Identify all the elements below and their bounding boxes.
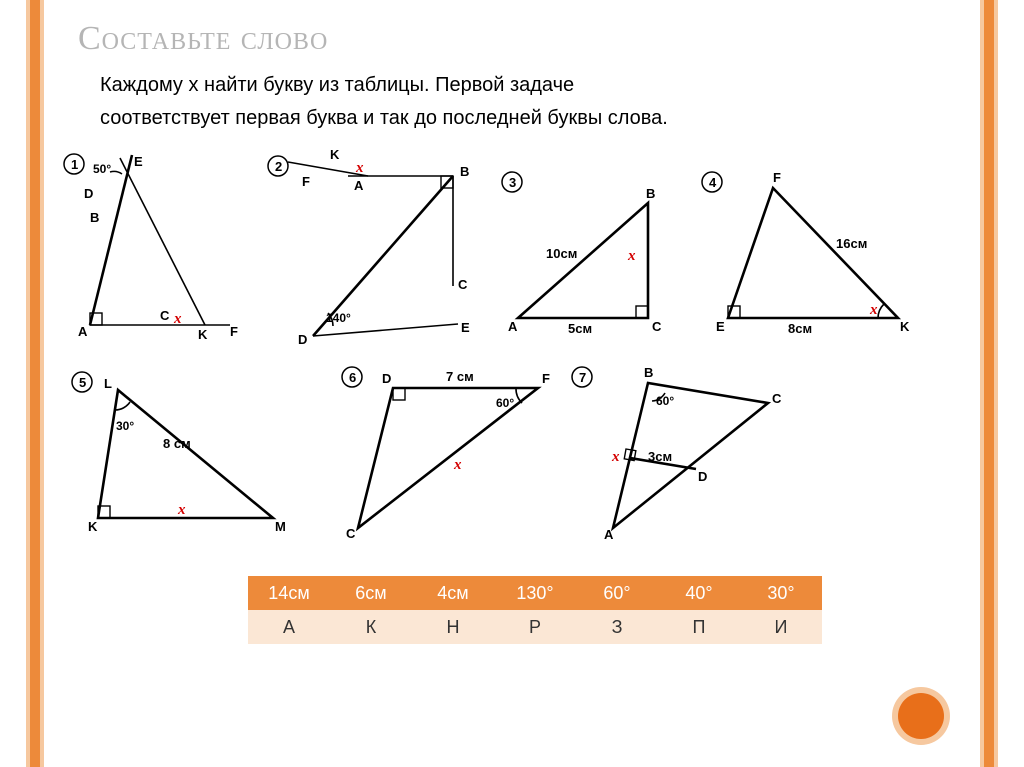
problem-3: 3 A B C 10см 5см x: [498, 168, 698, 338]
diagrams-area: 1 A K F C E D B 50° x: [78, 138, 946, 558]
svg-text:C: C: [652, 319, 662, 334]
svg-text:L: L: [104, 376, 112, 391]
svg-text:16см: 16см: [836, 236, 867, 251]
svg-text:7 см: 7 см: [446, 369, 474, 384]
svg-text:C: C: [458, 277, 468, 292]
answer-table: 14см 6см 4см 130° 60° 40° 30° А К Н Р З …: [248, 576, 822, 644]
svg-text:D: D: [84, 186, 93, 201]
answer-header: 14см: [248, 576, 330, 610]
svg-text:K: K: [900, 319, 910, 334]
problem-6: 6 D F C 7 см 60° x: [338, 363, 568, 543]
svg-text:60°: 60°: [656, 394, 674, 408]
svg-text:B: B: [460, 164, 469, 179]
svg-text:3см: 3см: [648, 449, 672, 464]
svg-text:x: x: [869, 302, 878, 318]
answer-letter: Н: [412, 610, 494, 644]
answer-letter: З: [576, 610, 658, 644]
instruction-line-2: соответствует первая буква и так до посл…: [100, 105, 946, 132]
problem-1: 1 A K F C E D B 50° x: [60, 150, 260, 340]
answer-letter: Р: [494, 610, 576, 644]
svg-text:30°: 30°: [116, 419, 134, 433]
answer-letter: А: [248, 610, 330, 644]
svg-text:140°: 140°: [326, 311, 351, 325]
svg-text:5: 5: [79, 375, 86, 390]
answer-letter: И: [740, 610, 822, 644]
svg-text:8см: 8см: [788, 321, 812, 336]
svg-text:E: E: [134, 154, 143, 169]
svg-text:E: E: [716, 319, 725, 334]
svg-text:K: K: [330, 147, 340, 162]
svg-text:5см: 5см: [568, 321, 592, 336]
answer-header: 30°: [740, 576, 822, 610]
answer-header: 6см: [330, 576, 412, 610]
svg-text:C: C: [772, 391, 782, 406]
answer-header: 4см: [412, 576, 494, 610]
svg-text:x: x: [453, 457, 462, 473]
svg-text:F: F: [302, 174, 310, 189]
svg-text:C: C: [346, 526, 356, 541]
svg-text:3: 3: [509, 175, 516, 190]
svg-text:F: F: [542, 371, 550, 386]
svg-text:K: K: [198, 327, 208, 340]
svg-text:4: 4: [709, 175, 717, 190]
answer-header: 40°: [658, 576, 740, 610]
svg-text:E: E: [461, 320, 470, 335]
svg-text:A: A: [78, 324, 88, 339]
svg-text:A: A: [604, 527, 614, 542]
svg-text:2: 2: [275, 159, 282, 174]
svg-text:x: x: [627, 248, 636, 264]
svg-text:x: x: [355, 160, 364, 176]
svg-text:D: D: [698, 469, 707, 484]
svg-text:C: C: [160, 308, 170, 323]
svg-text:B: B: [644, 365, 653, 380]
answer-letter: П: [658, 610, 740, 644]
svg-text:K: K: [88, 519, 98, 534]
answer-table-headers: 14см 6см 4см 130° 60° 40° 30°: [248, 576, 822, 610]
svg-text:F: F: [773, 170, 781, 185]
svg-text:M: M: [275, 519, 286, 534]
svg-text:x: x: [611, 449, 620, 465]
svg-text:D: D: [298, 332, 307, 346]
problem-2: 2 K F A B C D E 140° x: [258, 146, 488, 346]
svg-text:10см: 10см: [546, 246, 577, 261]
svg-text:50°: 50°: [93, 162, 111, 176]
slide-badge-icon: [898, 693, 944, 739]
answer-table-letters: А К Н Р З П И: [248, 610, 822, 644]
svg-text:7: 7: [579, 370, 586, 385]
svg-text:8 см: 8 см: [163, 436, 191, 451]
answer-header: 60°: [576, 576, 658, 610]
instruction-line-1: Каждому x найти букву из таблицы. Первой…: [100, 72, 946, 99]
svg-text:A: A: [508, 319, 518, 334]
answer-header: 130°: [494, 576, 576, 610]
svg-text:B: B: [90, 210, 99, 225]
slide-title: Составьте слово: [78, 20, 946, 58]
svg-text:B: B: [646, 186, 655, 201]
problem-7: 7 A B C D 60° 3см x: [568, 363, 788, 543]
problem-5: 5 K L M 30° 8 см x: [68, 368, 298, 538]
svg-text:x: x: [177, 502, 186, 518]
svg-text:D: D: [382, 371, 391, 386]
answer-letter: К: [330, 610, 412, 644]
svg-text:A: A: [354, 178, 364, 193]
svg-text:60°: 60°: [496, 396, 514, 410]
problem-4: 4 E F K 16см 8см x: [698, 168, 928, 338]
svg-text:x: x: [173, 311, 182, 327]
svg-text:F: F: [230, 324, 238, 339]
svg-text:1: 1: [71, 157, 78, 172]
svg-text:6: 6: [349, 370, 356, 385]
